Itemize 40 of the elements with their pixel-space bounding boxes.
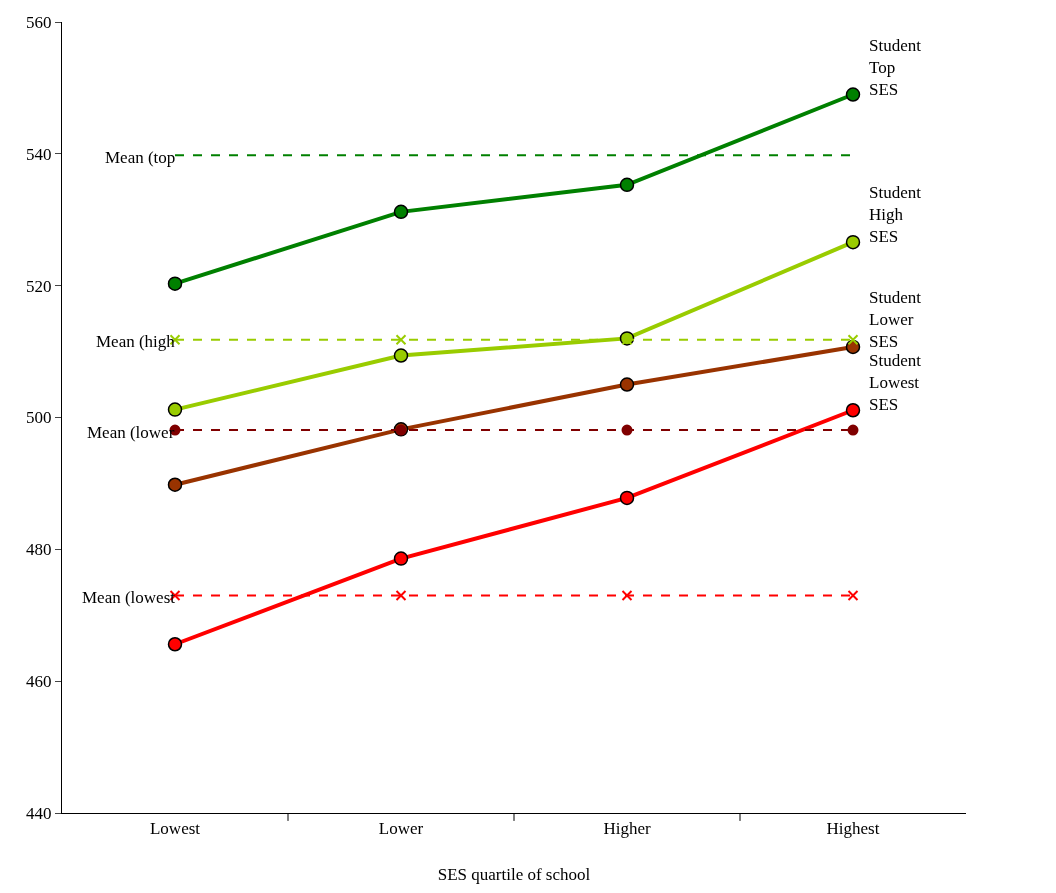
x-tick-label: Higher bbox=[603, 819, 651, 839]
point bbox=[393, 348, 409, 363]
y-tick-label: 500 bbox=[26, 408, 52, 428]
y-tick-label: 460 bbox=[26, 672, 52, 692]
point bbox=[619, 377, 635, 392]
y-tick-label: 540 bbox=[26, 144, 52, 164]
series-label: Mean (top bbox=[105, 148, 176, 167]
point bbox=[847, 334, 859, 346]
series-label: Mean (lowest bbox=[82, 588, 176, 607]
y-tick-label: 440 bbox=[26, 803, 52, 823]
series-label: Student High SES bbox=[869, 183, 922, 247]
series-label: Student Lower SES bbox=[869, 288, 922, 352]
x-tick-label: Highest bbox=[826, 819, 880, 839]
point bbox=[393, 551, 409, 566]
point bbox=[167, 477, 183, 492]
point bbox=[167, 402, 183, 417]
point bbox=[847, 589, 859, 601]
point bbox=[395, 589, 407, 601]
series-label: Mean (high bbox=[96, 332, 176, 351]
series-label: Student Lowest SES bbox=[869, 351, 922, 415]
point bbox=[845, 403, 861, 418]
point bbox=[845, 87, 861, 102]
point bbox=[167, 637, 183, 652]
series-label: Mean (lower bbox=[87, 423, 175, 442]
point bbox=[621, 424, 633, 436]
y-tick-label: 480 bbox=[26, 540, 52, 560]
point bbox=[167, 276, 183, 291]
point bbox=[619, 177, 635, 193]
point bbox=[619, 490, 635, 506]
series-label: Student Top SES bbox=[869, 36, 922, 100]
point bbox=[845, 234, 861, 250]
y-tick-label: 560 bbox=[26, 12, 52, 32]
x-axis-title: SES quartile of school bbox=[437, 864, 591, 884]
point bbox=[847, 424, 859, 436]
point bbox=[395, 334, 407, 346]
y-tick-label: 520 bbox=[26, 276, 52, 296]
point bbox=[393, 204, 409, 220]
x-tick-label: Lowest bbox=[149, 819, 201, 839]
point bbox=[621, 589, 633, 601]
x-tick-label: Lower bbox=[378, 819, 424, 839]
